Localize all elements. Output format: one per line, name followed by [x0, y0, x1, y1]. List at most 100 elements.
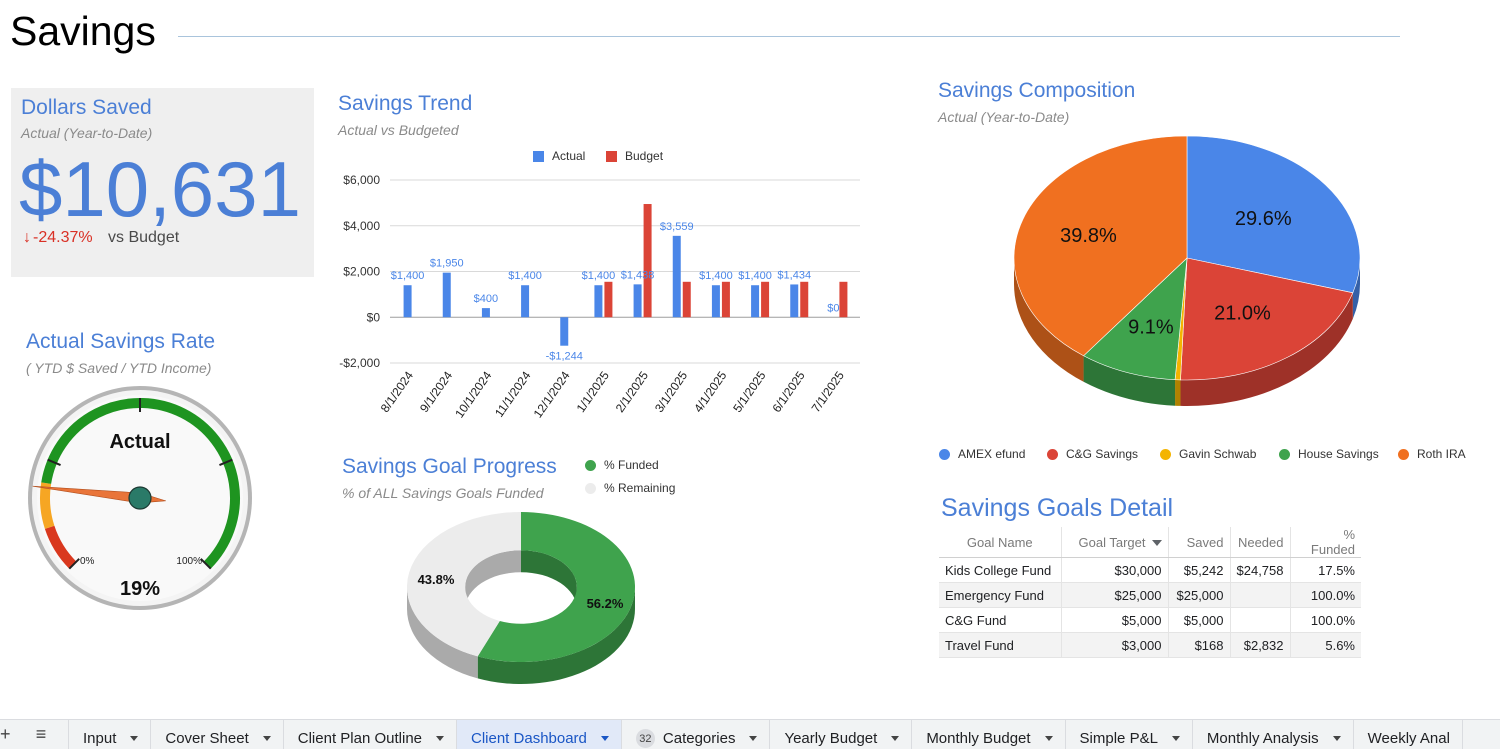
x-tick-label: 11/1/2024	[492, 368, 534, 419]
goal-progress-subtitle: % of ALL Savings Goals Funded	[342, 485, 544, 501]
gauge-value-label: 19%	[120, 578, 160, 600]
gauge-tick	[68, 558, 80, 570]
x-tick-label: 4/1/2025	[691, 368, 729, 415]
pie-slice-side	[1014, 258, 1084, 382]
table-cell-target[interactable]: $25,000	[1061, 582, 1169, 608]
tab-client-dashboard[interactable]: Client Dashboard	[457, 720, 622, 749]
table-cell-needed[interactable]: $2,832	[1230, 632, 1291, 658]
actual-bar	[442, 272, 451, 318]
header-funded[interactable]: % Funded	[1290, 527, 1361, 558]
table-cell-funded[interactable]: 100.0%	[1290, 607, 1361, 633]
delta-value: -24.37%	[33, 229, 93, 246]
composition-legend-item: Gavin Schwab	[1160, 447, 1256, 461]
table-row: Travel Fund $3,000 $168 $2,832 5.6%	[939, 632, 1361, 658]
sheet-tab-bar: + ≡ Input Cover Sheet Client Plan Outline C…	[0, 719, 1500, 749]
tab-menu-caret-icon[interactable]	[1044, 736, 1053, 741]
data-label: $1,400	[391, 270, 425, 282]
tab-simple-p-l[interactable]: Simple P&L	[1066, 720, 1193, 749]
header-saved[interactable]: Saved	[1168, 527, 1231, 558]
table-cell-target[interactable]: $3,000	[1061, 632, 1169, 658]
legend-swatch	[585, 459, 596, 471]
legend-swatch	[585, 482, 596, 494]
budget-bar	[839, 281, 848, 318]
actual-bar	[560, 317, 569, 346]
tab-menu-caret-icon[interactable]	[130, 736, 139, 741]
arrow-down-icon: ↓	[23, 229, 31, 246]
gauge-ticks	[47, 398, 233, 570]
all-sheets-menu-icon[interactable]: ≡	[35, 724, 47, 744]
savings-rate-gauge: Actual 0% 100% 19%	[28, 386, 252, 610]
table-cell-funded[interactable]: 100.0%	[1290, 582, 1361, 608]
legend-swatch	[1047, 448, 1058, 460]
pie-slice-label: 39.8%	[1060, 225, 1117, 247]
legend-swatch	[533, 150, 544, 162]
pie-slice	[477, 512, 636, 662]
header-goal-target[interactable]: Goal Target	[1061, 527, 1169, 558]
table-cell-target[interactable]: $30,000	[1061, 557, 1169, 583]
x-tick-label: 12/1/2024	[531, 368, 573, 420]
tab-menu-caret-icon[interactable]	[1171, 736, 1180, 741]
trend-legend-actual: Actual	[533, 149, 585, 163]
tab-menu-caret-icon[interactable]	[1332, 736, 1341, 741]
pie-slice-side	[1083, 355, 1176, 406]
tab-menu-caret-icon[interactable]	[600, 736, 609, 741]
tab-menu-caret-icon[interactable]	[749, 736, 758, 741]
budget-bar	[761, 281, 770, 318]
sort-desc-icon[interactable]	[1151, 540, 1162, 547]
dollars-saved-value: $10,631	[19, 145, 301, 233]
tab-menu-caret-icon[interactable]	[891, 736, 900, 741]
table-cell-needed[interactable]	[1230, 582, 1291, 608]
table-cell-name[interactable]: Kids College Fund	[939, 557, 1062, 583]
legend-label: % Funded	[604, 458, 659, 472]
table-cell-funded[interactable]: 17.5%	[1290, 557, 1361, 583]
tab-monthly-budget[interactable]: Monthly Budget	[912, 720, 1066, 749]
table-cell-name[interactable]: Emergency Fund	[939, 582, 1062, 608]
actual-bar	[594, 285, 603, 318]
table-row: Emergency Fund $25,000 $25,000 100.0%	[939, 582, 1361, 608]
tab-cover-sheet[interactable]: Cover Sheet	[151, 720, 284, 749]
table-cell-needed[interactable]: $24,758	[1230, 557, 1291, 583]
table-cell-saved[interactable]: $168	[1168, 632, 1231, 658]
header-needed[interactable]: Needed	[1230, 527, 1291, 558]
tab-menu-caret-icon[interactable]	[436, 736, 444, 741]
table-header-row: Goal Name Goal Target Saved Needed % Fun…	[939, 527, 1361, 558]
dollars-saved-title: Dollars Saved	[21, 96, 152, 119]
header-goal-name[interactable]: Goal Name	[939, 527, 1062, 558]
tab-yearly-budget[interactable]: Yearly Budget	[770, 720, 913, 749]
header-label: Goal Target	[1078, 534, 1146, 550]
x-tick-label: 7/1/2025	[809, 368, 847, 415]
tab-label: Client Plan Outline	[297, 730, 422, 747]
y-tick-label: $0	[367, 310, 381, 324]
gauge-needle	[32, 485, 166, 510]
tab-label: Cover Sheet	[165, 730, 249, 747]
legend-remaining: % Remaining	[585, 481, 675, 495]
y-tick-label: $2,000	[343, 265, 380, 279]
trend-legend-budget: Budget	[606, 149, 663, 163]
tab-monthly-analysis[interactable]: Monthly Analysis	[1193, 720, 1354, 749]
legend-label: Budget	[625, 149, 664, 163]
tab-menu-caret-icon[interactable]	[262, 736, 271, 741]
table-cell-funded[interactable]: 5.6%	[1290, 632, 1361, 658]
actual-bar	[672, 235, 681, 318]
tab-client-plan-outline[interactable]: Client Plan Outline	[284, 720, 457, 749]
pie-slice	[1180, 257, 1354, 381]
dollars-saved-card: Dollars Saved Actual (Year-to-Date) $10,…	[11, 88, 314, 277]
data-label: $1,438	[621, 269, 655, 281]
dollars-saved-delta: ↓ -24.37%	[23, 229, 93, 247]
x-tick-label: 1/1/2025	[574, 368, 612, 415]
table-cell-saved[interactable]: $25,000	[1168, 582, 1231, 608]
table-cell-name[interactable]: Travel Fund	[939, 632, 1062, 658]
table-cell-saved[interactable]: $5,000	[1168, 607, 1231, 633]
tab-categories[interactable]: 32 Categories	[622, 720, 771, 749]
table-cell-saved[interactable]: $5,242	[1168, 557, 1231, 583]
gauge-tick	[47, 458, 61, 467]
donut-funded-label: 56.2%	[587, 596, 624, 611]
donut-inner-wall	[521, 550, 577, 609]
table-cell-target[interactable]: $5,000	[1061, 607, 1169, 633]
table-cell-name[interactable]: C&G Fund	[939, 607, 1062, 633]
add-sheet-icon[interactable]: +	[0, 724, 11, 744]
x-tick-label: 10/1/2024	[452, 368, 494, 420]
table-cell-needed[interactable]	[1230, 607, 1291, 633]
tab-weekly-anal[interactable]: Weekly Anal	[1354, 720, 1463, 749]
tab-input[interactable]: Input	[69, 720, 152, 749]
